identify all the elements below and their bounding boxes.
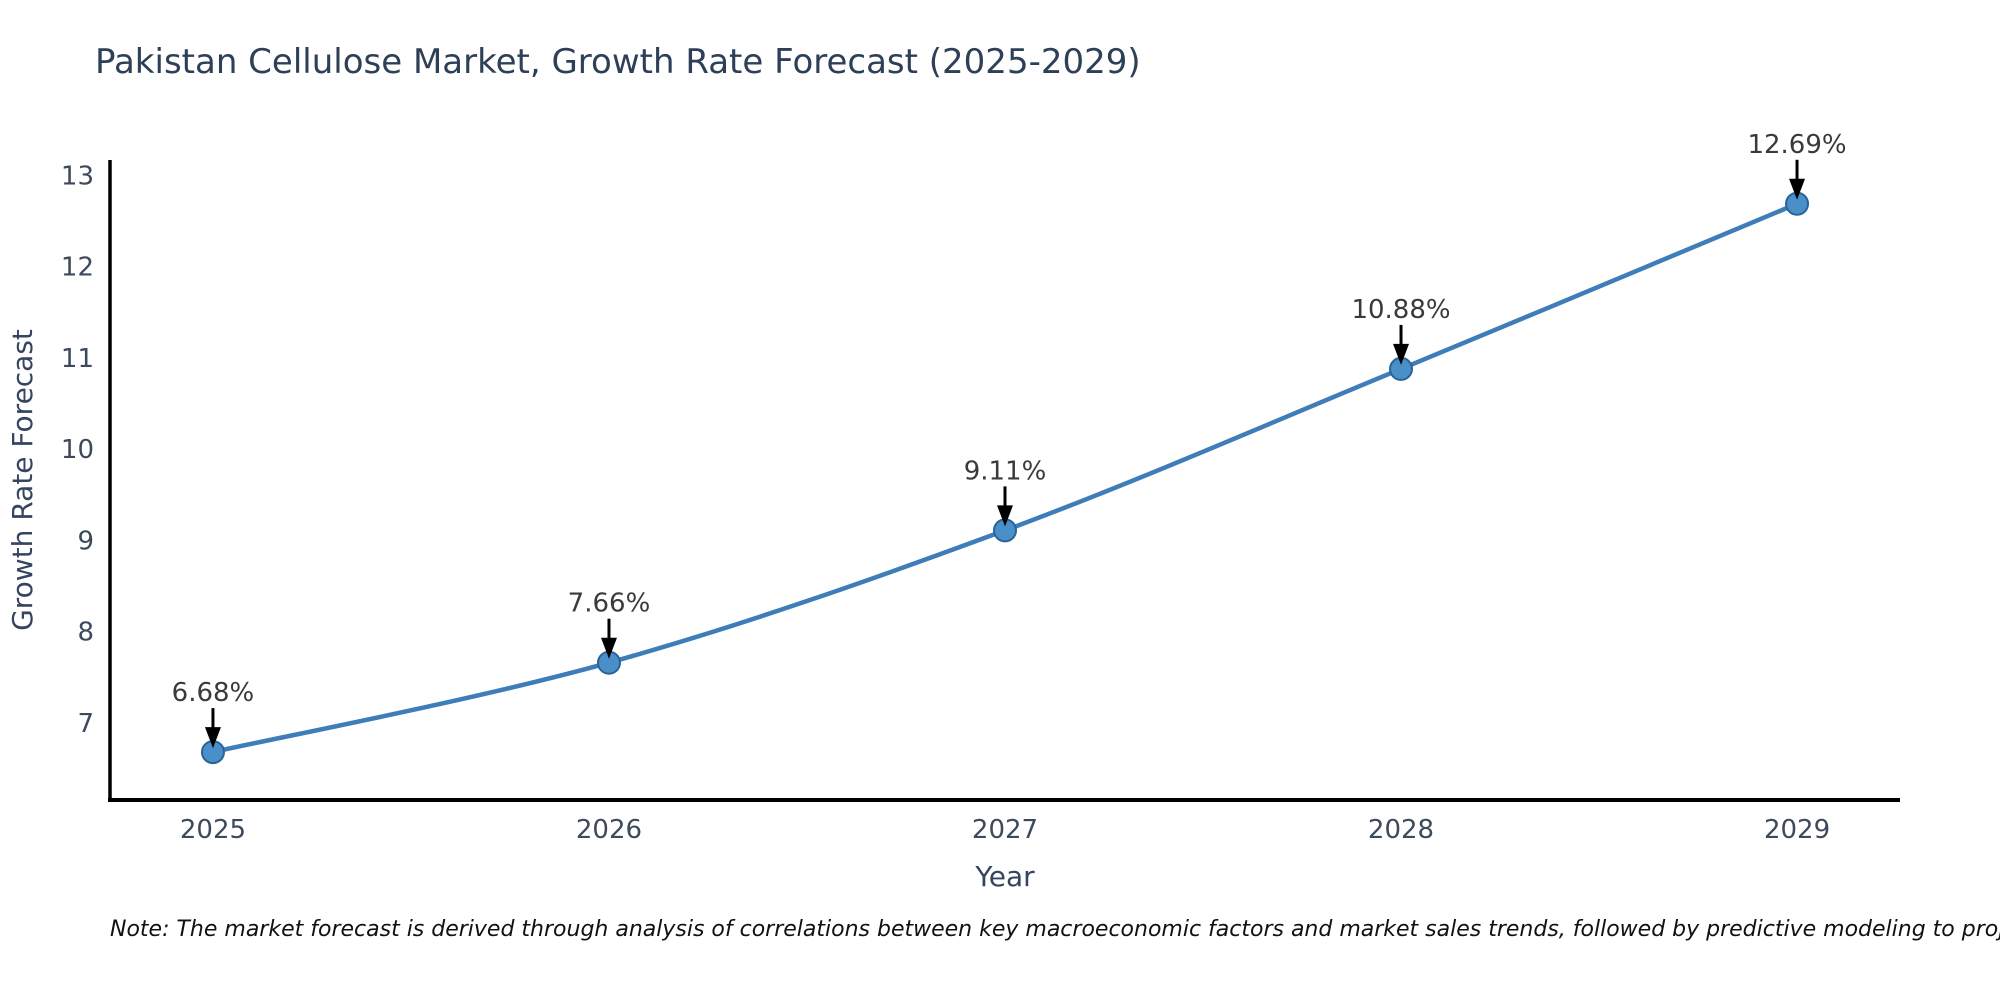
x-tick-label: 2027 <box>972 815 1038 845</box>
y-tick-label: 12 <box>61 253 94 283</box>
footnote: Note: The market forecast is derived thr… <box>110 917 2000 942</box>
x-tick-label: 2025 <box>180 815 246 845</box>
x-tick-label: 2029 <box>1764 815 1830 845</box>
chart-title: Pakistan Cellulose Market, Growth Rate F… <box>95 42 1141 82</box>
y-tick-label: 7 <box>77 709 94 739</box>
y-tick-label: 9 <box>77 526 94 556</box>
annotation-arrowhead-icon <box>1393 343 1410 365</box>
y-tick-label: 8 <box>77 618 94 648</box>
data-label: 6.68% <box>172 678 255 708</box>
annotation-arrowhead-icon <box>1789 178 1806 200</box>
annotation-arrowhead-icon <box>997 505 1013 527</box>
annotation-arrowhead-icon <box>204 727 221 749</box>
y-tick-label: 13 <box>61 162 94 192</box>
y-tick-label: 10 <box>61 435 94 465</box>
data-label: 10.88% <box>1351 295 1450 325</box>
data-label: 12.69% <box>1747 130 1846 160</box>
data-label: 7.66% <box>568 589 651 619</box>
x-tick-label: 2026 <box>576 815 642 845</box>
x-tick-label: 2028 <box>1368 815 1434 845</box>
data-label: 9.11% <box>964 456 1047 486</box>
x-axis-title: Year <box>974 860 1035 893</box>
y-tick-label: 11 <box>61 344 94 374</box>
annotation-arrowhead-icon <box>600 637 617 659</box>
y-axis-title: Growth Rate Forecast <box>6 329 39 631</box>
